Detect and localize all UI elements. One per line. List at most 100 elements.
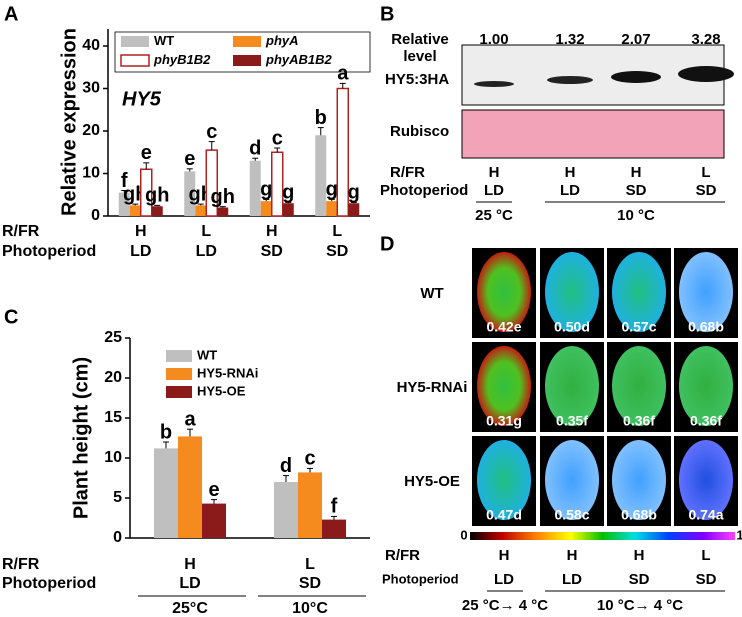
bar bbox=[154, 448, 178, 538]
tile-value: 0.31g bbox=[486, 413, 522, 429]
bar bbox=[326, 201, 338, 216]
significance-letter: c bbox=[272, 127, 283, 149]
legend-swatch bbox=[166, 350, 192, 362]
bar bbox=[184, 171, 196, 216]
significance-letter: g bbox=[260, 179, 272, 201]
row-label: R/FR bbox=[385, 547, 420, 564]
significance-letter: gh bbox=[145, 185, 169, 207]
leaf bbox=[545, 440, 599, 520]
legend-swatch bbox=[121, 36, 149, 47]
blot-rubisco bbox=[461, 109, 725, 159]
photoperiod-label: LD bbox=[130, 243, 151, 260]
photoperiod-value: SD bbox=[696, 182, 717, 199]
photoperiod-value: LD bbox=[562, 571, 582, 588]
photoperiod-value: SD bbox=[629, 571, 650, 588]
leaf bbox=[545, 252, 599, 332]
panel-label: D bbox=[380, 233, 394, 255]
bar bbox=[151, 206, 163, 216]
rfr-value: H bbox=[634, 547, 645, 564]
leaf bbox=[612, 252, 666, 332]
temperature-label: 10 °C bbox=[617, 207, 655, 224]
leaf bbox=[679, 440, 733, 520]
legend-label: phyAB1B2 bbox=[265, 52, 333, 67]
significance-letter: gh bbox=[211, 186, 235, 208]
row-label: R/FR bbox=[2, 223, 40, 240]
level-label: Relative bbox=[391, 31, 449, 48]
tile-value: 0.36f bbox=[690, 413, 722, 429]
chart-title: HY5 bbox=[122, 88, 162, 110]
legend-swatch bbox=[233, 55, 261, 66]
y-tick-label: 30 bbox=[82, 80, 100, 97]
significance-letter: b bbox=[315, 107, 327, 129]
tile-value: 0.74a bbox=[688, 507, 723, 523]
tile-value: 0.50d bbox=[554, 319, 590, 335]
genotype-label: HY5-OE bbox=[404, 473, 460, 490]
band bbox=[547, 76, 593, 84]
relative-level: 3.28 bbox=[691, 31, 720, 48]
band bbox=[611, 71, 661, 83]
rfr-value: H bbox=[565, 164, 576, 181]
x-tick-label: L bbox=[332, 223, 342, 240]
row-label: Rubisco bbox=[390, 123, 449, 140]
y-tick-label: 20 bbox=[82, 122, 100, 139]
significance-letter: e bbox=[184, 148, 195, 170]
photoperiod-value: LD bbox=[484, 182, 504, 199]
row-label: Photoperiod bbox=[2, 575, 96, 592]
row-label: R/FR bbox=[390, 164, 425, 181]
legend-label: phyB1B2 bbox=[153, 52, 211, 67]
legend-swatch bbox=[233, 36, 261, 47]
significance-letter: g bbox=[326, 179, 338, 201]
legend-label: HY5-RNAi bbox=[197, 365, 258, 380]
tile-value: 0.36f bbox=[623, 413, 655, 429]
rfr-value: H bbox=[499, 547, 510, 564]
row-label: Photoperiod bbox=[380, 182, 468, 199]
panel-label: C bbox=[4, 306, 18, 328]
leaf bbox=[679, 346, 733, 426]
genotype-label: WT bbox=[420, 285, 443, 302]
legend-label: phyA bbox=[265, 33, 299, 48]
leaf bbox=[612, 440, 666, 520]
photoperiod-label: LD bbox=[179, 575, 200, 592]
x-tick-label: L bbox=[201, 223, 211, 240]
bar bbox=[282, 203, 294, 216]
y-tick-label: 10 bbox=[82, 165, 100, 182]
tile-value: 0.58c bbox=[554, 507, 589, 523]
leaf bbox=[612, 346, 666, 426]
bar bbox=[202, 503, 226, 538]
bar bbox=[129, 205, 141, 216]
row-label: Photoperiod bbox=[382, 571, 459, 586]
bar bbox=[322, 519, 346, 538]
significance-letter: a bbox=[184, 408, 196, 430]
rfr-value: H bbox=[567, 547, 578, 564]
legend-swatch bbox=[120, 54, 150, 67]
significance-letter: g bbox=[348, 182, 360, 204]
legend-swatch bbox=[166, 368, 192, 380]
bar bbox=[260, 201, 272, 216]
bar bbox=[178, 436, 202, 538]
bar bbox=[348, 203, 360, 216]
rfr-value: H bbox=[489, 164, 500, 181]
bar bbox=[249, 160, 261, 216]
scale-label: 1 bbox=[736, 527, 742, 542]
legend-label: HY5-OE bbox=[197, 383, 246, 398]
row-label: Photoperiod bbox=[2, 243, 96, 260]
significance-letter: a bbox=[337, 63, 349, 85]
leaf bbox=[477, 440, 531, 520]
legend-box bbox=[114, 31, 371, 73]
genotype-label: HY5-RNAi bbox=[397, 379, 468, 396]
tile-value: 0.57c bbox=[621, 319, 656, 335]
significance-letter: d bbox=[280, 455, 292, 477]
treatment-label: 10 °C→ 4 °C bbox=[597, 597, 683, 614]
bar bbox=[298, 472, 322, 538]
photoperiod-label: LD bbox=[196, 243, 217, 260]
panel-label: B bbox=[380, 3, 394, 25]
tile-value: 0.42e bbox=[486, 319, 521, 335]
rfr-value: L bbox=[701, 164, 710, 181]
significance-letter: f bbox=[121, 170, 128, 192]
bar bbox=[195, 205, 207, 216]
bar bbox=[315, 135, 327, 216]
photoperiod-value: LD bbox=[494, 571, 514, 588]
significance-letter: c bbox=[206, 121, 217, 143]
photoperiod-label: SD bbox=[261, 243, 283, 260]
